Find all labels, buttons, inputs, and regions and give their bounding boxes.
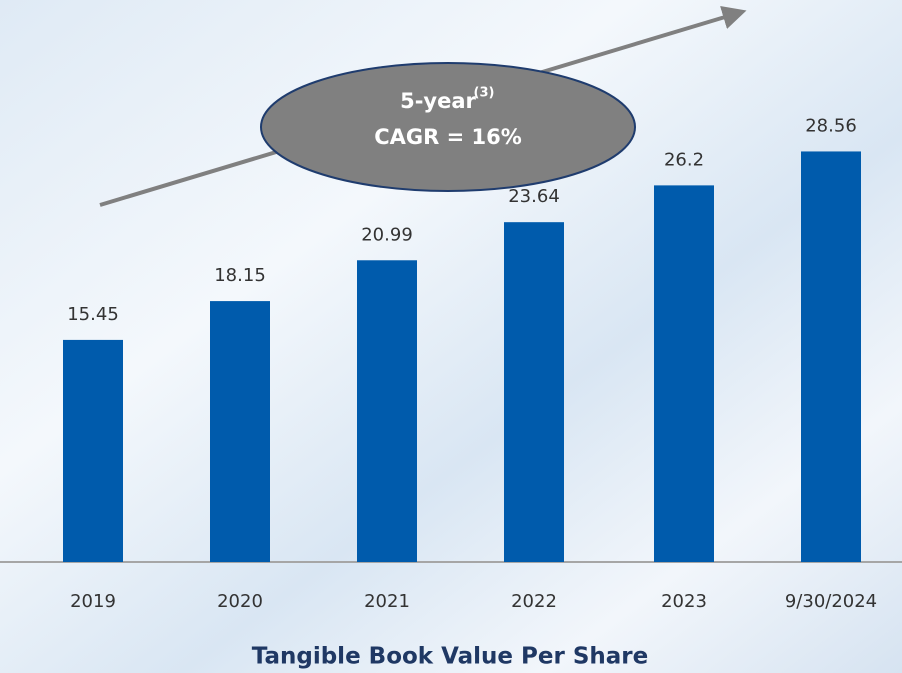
value-label: 26.2 [664, 149, 704, 170]
x-tick-label: 2022 [511, 591, 557, 612]
bar [357, 260, 417, 562]
bar [654, 185, 714, 562]
x-tick-label: 2023 [661, 591, 707, 612]
bar [801, 151, 861, 562]
bar [63, 339, 123, 562]
annotation-superscript: (3) [474, 86, 495, 101]
annotation-text: 5-year [400, 89, 476, 113]
bar [504, 222, 564, 563]
x-tick-label: 2021 [364, 591, 410, 612]
value-label: 15.45 [67, 304, 119, 325]
value-label: 28.56 [805, 115, 857, 136]
chart-title: Tangible Book Value Per Share [252, 644, 649, 670]
bar [210, 301, 270, 562]
value-label: 23.64 [508, 186, 560, 207]
cagr-bubble [260, 62, 636, 192]
x-tick-label: 2019 [70, 591, 116, 612]
x-tick-label: 2020 [217, 591, 263, 612]
value-label: 18.15 [214, 265, 266, 286]
x-tick-label: 9/30/2024 [785, 591, 877, 612]
annotation-line2: CAGR = 16% [374, 125, 522, 149]
value-label: 20.99 [361, 224, 413, 245]
